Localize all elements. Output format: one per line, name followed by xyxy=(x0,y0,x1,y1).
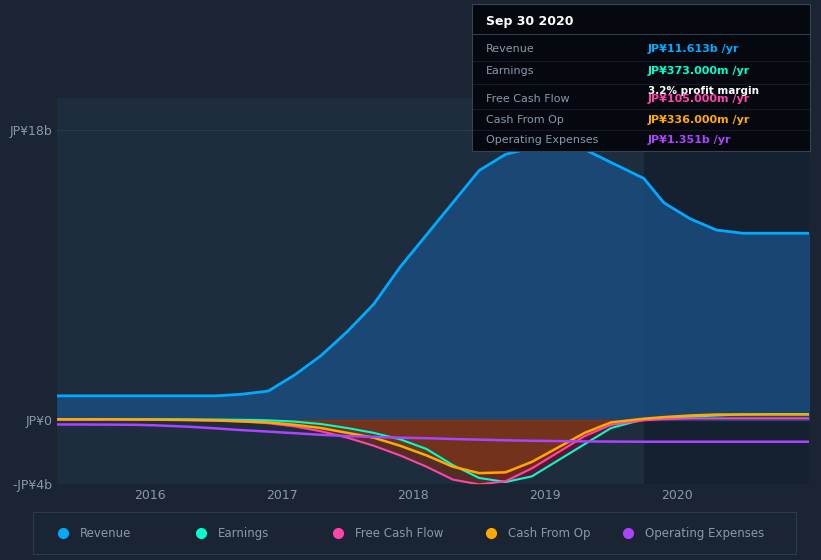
Text: Revenue: Revenue xyxy=(485,44,534,54)
Text: 3.2% profit margin: 3.2% profit margin xyxy=(648,86,759,96)
Text: Free Cash Flow: Free Cash Flow xyxy=(485,94,569,104)
Text: JP¥105.000m /yr: JP¥105.000m /yr xyxy=(648,94,750,104)
Text: Earnings: Earnings xyxy=(485,66,534,76)
Text: Operating Expenses: Operating Expenses xyxy=(485,135,598,145)
Text: Cash From Op: Cash From Op xyxy=(485,115,563,125)
Text: JP¥1.351b /yr: JP¥1.351b /yr xyxy=(648,135,732,145)
Text: Sep 30 2020: Sep 30 2020 xyxy=(485,15,573,28)
Bar xyxy=(644,98,821,484)
Text: JP¥11.613b /yr: JP¥11.613b /yr xyxy=(648,44,740,54)
Text: JP¥373.000m /yr: JP¥373.000m /yr xyxy=(648,66,750,76)
Text: Earnings: Earnings xyxy=(218,527,269,540)
Text: Free Cash Flow: Free Cash Flow xyxy=(355,527,443,540)
Text: Operating Expenses: Operating Expenses xyxy=(645,527,764,540)
Text: JP¥336.000m /yr: JP¥336.000m /yr xyxy=(648,115,750,125)
Text: Cash From Op: Cash From Op xyxy=(507,527,590,540)
Text: Revenue: Revenue xyxy=(80,527,131,540)
